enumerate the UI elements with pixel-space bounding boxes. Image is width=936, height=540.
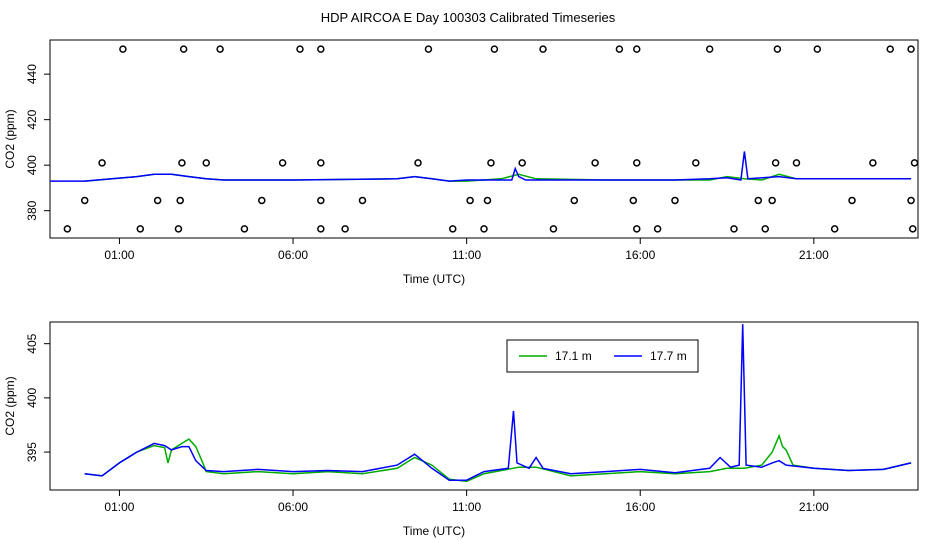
calibration-marker xyxy=(424,45,433,53)
calibration-marker xyxy=(869,159,877,167)
x-axis-label: Time (UTC) xyxy=(403,524,465,538)
calibration-marker xyxy=(358,196,367,205)
calibration-marker xyxy=(179,45,188,53)
plot-frame xyxy=(49,321,919,491)
y-tick-label: 405 xyxy=(25,333,39,353)
page-title: HDP AIRCOA E Day 100303 Calibrated Times… xyxy=(320,10,616,25)
calibration-marker xyxy=(136,225,145,233)
calibration-marker xyxy=(570,196,579,205)
calibration-marker xyxy=(296,45,304,53)
x-tick-label: 21:00 xyxy=(799,248,829,262)
calibration-marker xyxy=(240,225,249,233)
calibration-marker xyxy=(830,225,839,233)
calibration-marker xyxy=(730,225,738,233)
calibration-marker xyxy=(98,159,106,167)
calibration-marker xyxy=(317,225,325,233)
calibration-marker xyxy=(754,196,763,205)
calibration-marker xyxy=(633,225,641,233)
y-tick-label: 380 xyxy=(25,200,39,220)
calibration-marker xyxy=(848,196,856,205)
calibration-marker xyxy=(910,159,919,167)
calibration-marker xyxy=(119,45,127,53)
calibration-marker xyxy=(792,159,801,167)
y-axis-label: CO2 (ppm) xyxy=(3,376,17,435)
calibration-marker xyxy=(773,45,782,53)
calibration-marker xyxy=(518,159,526,167)
calibration-marker xyxy=(633,159,641,167)
calibration-marker xyxy=(633,45,641,53)
calibration-marker xyxy=(907,196,915,205)
x-tick-label: 01:00 xyxy=(104,248,134,262)
x-tick-label: 06:00 xyxy=(278,248,308,262)
x-tick-label: 06:00 xyxy=(278,500,308,514)
calibration-marker xyxy=(539,45,547,53)
calibration-marker xyxy=(768,196,776,205)
calibration-marker xyxy=(341,225,349,233)
calibration-marker xyxy=(466,196,474,205)
calibration-marker xyxy=(202,159,210,167)
calibration-marker xyxy=(80,196,89,205)
calibration-marker xyxy=(909,225,917,233)
calibration-marker xyxy=(216,45,224,53)
calibration-marker xyxy=(483,196,492,205)
calibration-marker xyxy=(480,225,488,233)
x-axis-label: Time (UTC) xyxy=(403,272,465,286)
calibration-marker xyxy=(629,196,638,205)
legend-entry: 17.7 m xyxy=(650,349,687,363)
y-tick-label: 440 xyxy=(25,64,39,84)
calibration-marker xyxy=(278,159,287,167)
calibration-marker xyxy=(178,159,186,167)
calibration-marker xyxy=(258,196,266,205)
x-tick-label: 21:00 xyxy=(799,500,829,514)
calibration-marker xyxy=(761,225,769,233)
plot-frame xyxy=(49,39,919,239)
calibration-marker xyxy=(174,225,183,233)
y-tick-label: 395 xyxy=(25,442,39,462)
y-axis-label: CO2 (ppm) xyxy=(3,109,17,168)
series-line-1 xyxy=(50,151,912,182)
calibration-marker xyxy=(317,45,325,53)
calibration-marker xyxy=(615,45,624,53)
series-line-17-7-m xyxy=(84,324,912,481)
calibration-marker xyxy=(490,45,499,53)
calibration-marker xyxy=(705,45,714,53)
calibration-marker xyxy=(771,159,780,167)
calibration-marker xyxy=(317,159,325,167)
calibration-marker xyxy=(653,225,662,233)
legend-entry: 17.1 m xyxy=(555,349,592,363)
calibration-marker xyxy=(692,159,700,167)
calibration-marker xyxy=(813,45,822,53)
x-tick-label: 11:00 xyxy=(452,248,481,262)
x-tick-label: 01:00 xyxy=(104,500,134,514)
x-tick-label: 16:00 xyxy=(625,248,655,262)
calibration-marker xyxy=(907,45,915,53)
calibration-marker xyxy=(317,196,325,205)
series-line-17-1-m xyxy=(84,433,912,483)
y-tick-label: 400 xyxy=(25,155,39,175)
calibration-marker xyxy=(487,159,495,167)
calibration-marker xyxy=(591,159,599,167)
x-tick-label: 16:00 xyxy=(625,500,655,514)
calibration-marker xyxy=(449,225,457,233)
x-tick-label: 11:00 xyxy=(452,500,481,514)
calibration-marker xyxy=(414,159,422,167)
calibration-marker xyxy=(671,196,679,205)
calibration-marker xyxy=(153,196,162,205)
calibration-marker xyxy=(549,225,558,233)
y-tick-label: 400 xyxy=(25,388,39,408)
calibration-marker xyxy=(63,225,72,233)
y-tick-label: 420 xyxy=(25,109,39,129)
calibration-marker xyxy=(176,196,184,205)
calibration-marker xyxy=(886,45,894,53)
